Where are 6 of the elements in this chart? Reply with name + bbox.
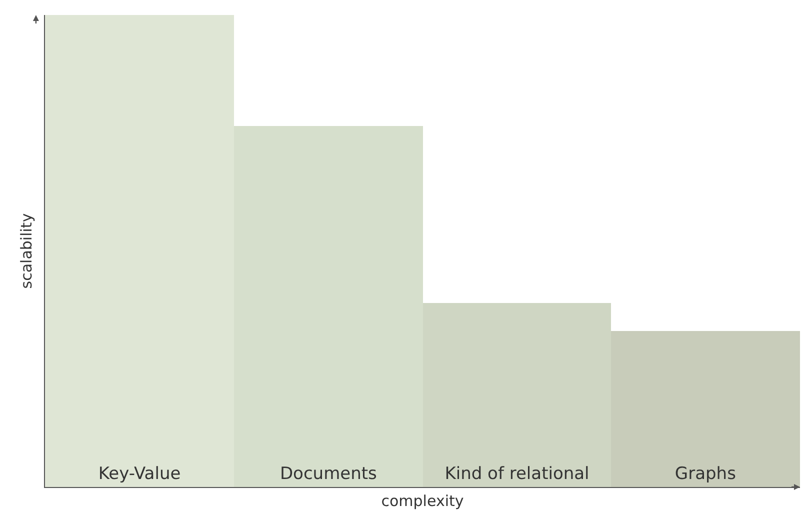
x-tick-label: Graphs — [674, 464, 736, 484]
x-axis-title: complexity — [381, 492, 464, 510]
x-tick-label: Documents — [280, 464, 378, 484]
x-tick-label: Key-Value — [98, 464, 181, 484]
x-tick-label: Kind of relational — [444, 464, 590, 484]
y-axis-title: scalability — [17, 213, 36, 289]
